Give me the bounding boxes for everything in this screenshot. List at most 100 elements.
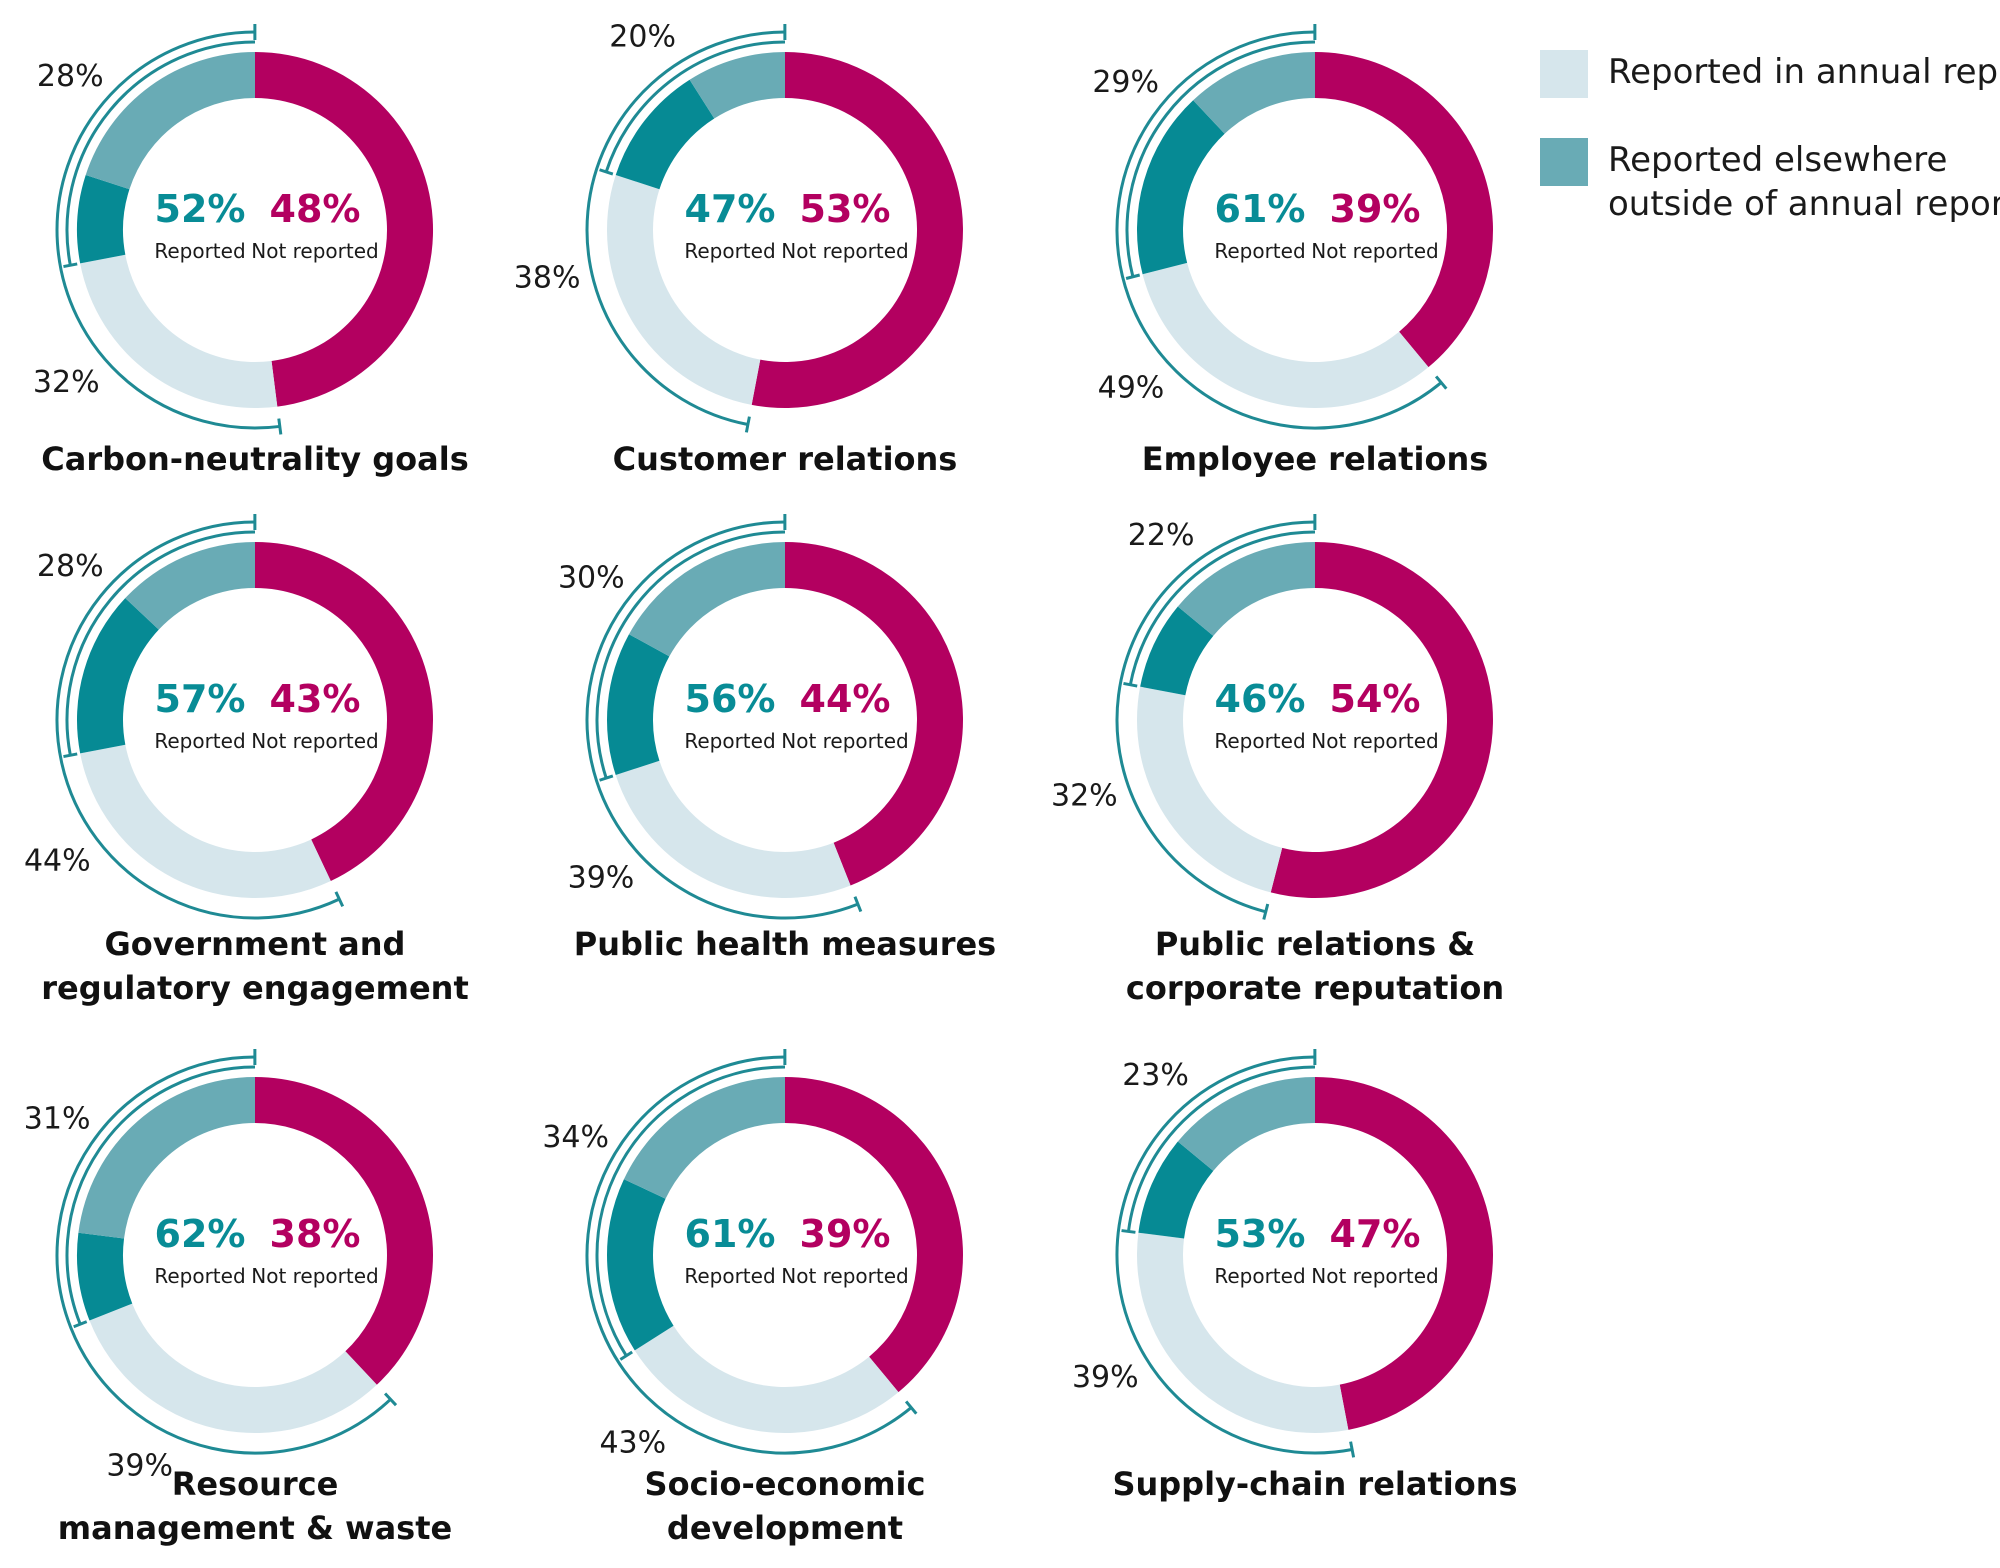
- not-reported-caption: Not reported: [251, 1264, 378, 1288]
- bracket-tick: [1121, 1229, 1136, 1234]
- bracket-tick: [1349, 1441, 1356, 1458]
- not-reported-percent: 39%: [1330, 187, 1421, 231]
- not-reported-segment: [751, 52, 963, 408]
- annual-percent-label: 49%: [1098, 370, 1165, 405]
- annual-report-segment: [615, 760, 851, 899]
- not-reported-percent: 47%: [1330, 1212, 1421, 1256]
- donut-panel-2: 20% 38% 47% 53% Reported Not reported Customer…: [514, 19, 963, 478]
- reported-percent: 61%: [685, 1212, 776, 1256]
- not-reported-segment: [255, 1077, 434, 1385]
- not-reported-caption: Not reported: [781, 729, 908, 753]
- annual-report-segment: [606, 174, 761, 405]
- elsewhere-percent-label: 31%: [24, 1102, 91, 1137]
- elsewhere-bracket: [1126, 1065, 1316, 1232]
- not-reported-percent: 39%: [800, 1212, 891, 1256]
- reported-bracket: [1115, 30, 1443, 430]
- donut-panel-6: 22% 32% 46% 54% Reported Not reported Public r…: [1051, 513, 1504, 1007]
- both-reported-segment: [76, 598, 159, 754]
- not-reported-segment: [785, 542, 964, 886]
- reported-bracket: [1115, 1055, 1353, 1455]
- donut-panel-1: 28% 32% 52% 48% Reported Not reported Carbon-n…: [33, 23, 469, 478]
- both-reported-segment: [1138, 1141, 1214, 1239]
- bracket-tick: [744, 416, 751, 433]
- annual-percent-label: 32%: [1051, 779, 1118, 814]
- donut-panel-4: 28% 44% 57% 43% Reported Not reported Governme…: [24, 513, 469, 1007]
- not-reported-segment: [1315, 52, 1493, 368]
- bracket-tick: [63, 752, 78, 759]
- annual-percent-label: 39%: [1072, 1360, 1139, 1395]
- bracket-tick: [334, 891, 345, 908]
- elsewhere-percent-label: 28%: [37, 59, 104, 94]
- both-reported-segment: [76, 174, 130, 264]
- annual-report-segment: [634, 1325, 899, 1433]
- panel-title: corporate reputation: [1126, 969, 1504, 1007]
- legend-swatch-annual: [1540, 50, 1588, 98]
- reported-caption: Reported: [684, 1264, 775, 1288]
- elsewhere-segment: [78, 1077, 256, 1239]
- panel-title: Public relations &: [1155, 925, 1475, 963]
- reported-caption: Reported: [1214, 239, 1305, 263]
- bracket-tick: [619, 1350, 633, 1361]
- annual-report-segment: [89, 1303, 377, 1434]
- elsewhere-segment: [85, 51, 256, 190]
- bracket-tick: [73, 1320, 88, 1329]
- donut-panel-9: 23% 39% 53% 47% Reported Not reported Supply-c…: [1072, 1048, 1518, 1503]
- not-reported-percent: 53%: [800, 187, 891, 231]
- both-reported-segment: [606, 1179, 674, 1351]
- bracket-tick: [599, 774, 614, 782]
- elsewhere-percent-label: 23%: [1122, 1058, 1189, 1093]
- not-reported-caption: Not reported: [781, 1264, 908, 1288]
- not-reported-caption: Not reported: [251, 729, 378, 753]
- panel-title: Supply-chain relations: [1112, 1465, 1517, 1503]
- elsewhere-segment: [1193, 52, 1315, 134]
- bracket-tick: [904, 1400, 918, 1415]
- bracket-tick: [383, 1392, 398, 1407]
- bracket-tick: [1123, 681, 1138, 688]
- reported-caption: Reported: [154, 1264, 245, 1288]
- reported-bracket: [55, 30, 281, 430]
- both-reported-segment: [615, 79, 715, 190]
- not-reported-percent: 48%: [270, 187, 361, 231]
- elsewhere-segment: [1177, 542, 1315, 636]
- annual-report-segment: [1136, 1232, 1349, 1434]
- reported-percent: 53%: [1215, 1212, 1306, 1256]
- legend-item-elsewhere: Reported elsewhere outside of annual rep…: [1540, 138, 2000, 226]
- elsewhere-bracket: [595, 1065, 786, 1357]
- panel-title: Resource: [172, 1465, 339, 1503]
- reported-caption: Reported: [154, 239, 245, 263]
- panel-title: management & waste: [58, 1509, 452, 1547]
- panel-title: Government and: [105, 925, 406, 963]
- not-reported-percent: 38%: [270, 1212, 361, 1256]
- annual-report-segment: [1136, 686, 1283, 893]
- donut-panel-7: 31% 39% 62% 38% Reported Not reported Resource…: [24, 1048, 452, 1547]
- elsewhere-percent-label: 28%: [37, 549, 104, 584]
- panel-title: Public health measures: [574, 925, 996, 963]
- reported-percent: 57%: [155, 677, 246, 721]
- elsewhere-segment: [629, 542, 785, 657]
- bracket-tick: [1262, 903, 1270, 920]
- elsewhere-segment: [689, 52, 785, 119]
- annual-percent-label: 44%: [24, 843, 91, 878]
- not-reported-segment: [255, 542, 434, 882]
- annual-percent-label: 32%: [33, 365, 100, 400]
- panel-title: Customer relations: [613, 440, 958, 478]
- not-reported-segment: [1270, 542, 1493, 898]
- elsewhere-percent-label: 30%: [558, 561, 625, 596]
- elsewhere-bracket: [65, 1065, 256, 1325]
- not-reported-percent: 43%: [270, 677, 361, 721]
- reported-bracket: [55, 520, 340, 920]
- not-reported-caption: Not reported: [1311, 239, 1438, 263]
- reported-caption: Reported: [1214, 1264, 1305, 1288]
- annual-percent-label: 38%: [514, 260, 581, 295]
- bracket-tick: [853, 896, 863, 913]
- reported-percent: 62%: [155, 1212, 246, 1256]
- elsewhere-bracket: [1128, 530, 1316, 686]
- reported-percent: 52%: [155, 187, 246, 231]
- legend-item-annual: Reported in annual report: [1540, 50, 2000, 98]
- bracket-tick: [599, 168, 614, 176]
- bracket-tick: [1434, 375, 1448, 390]
- elsewhere-bracket: [604, 40, 786, 173]
- both-reported-segment: [1140, 606, 1214, 696]
- bracket-tick: [1125, 273, 1141, 280]
